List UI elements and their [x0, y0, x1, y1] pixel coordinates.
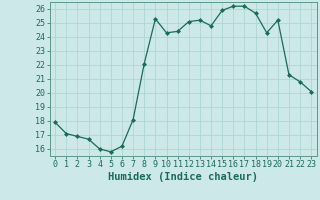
X-axis label: Humidex (Indice chaleur): Humidex (Indice chaleur)	[108, 172, 258, 182]
